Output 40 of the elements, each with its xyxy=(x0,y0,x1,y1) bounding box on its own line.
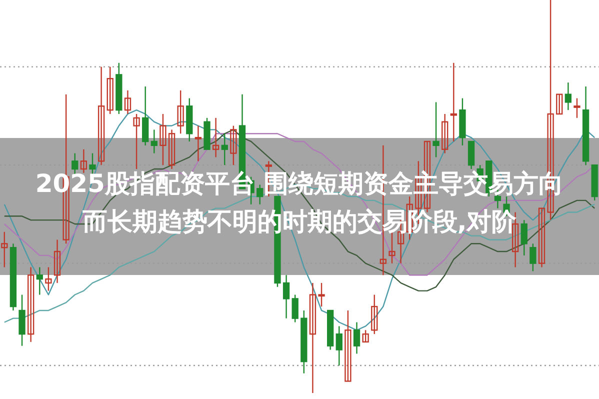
candlestick xyxy=(106,66,114,115)
candlestick xyxy=(230,125,237,166)
candlestick xyxy=(344,310,352,382)
candlestick xyxy=(168,129,176,170)
candlestick xyxy=(256,184,264,205)
candlestick xyxy=(318,282,325,308)
candlestick xyxy=(362,330,369,343)
candlestick xyxy=(36,266,43,296)
candlestick xyxy=(530,243,536,272)
candlestick xyxy=(564,82,572,111)
candlestick xyxy=(450,62,457,142)
candlestick xyxy=(150,129,158,154)
candlestick xyxy=(221,133,228,166)
candlestick xyxy=(371,294,378,335)
candlestick xyxy=(142,86,149,146)
candlestick xyxy=(98,66,105,166)
candlestick xyxy=(282,274,290,319)
candlestick xyxy=(45,266,52,292)
candlestick xyxy=(80,148,88,174)
candlestick xyxy=(442,113,448,154)
candlestick xyxy=(177,90,184,134)
candlestick xyxy=(556,94,563,115)
candlestick xyxy=(124,90,132,115)
candlestick xyxy=(520,219,528,256)
candlestick xyxy=(1,231,8,268)
candlestick xyxy=(160,113,166,166)
candlestick xyxy=(309,282,316,394)
candlestick xyxy=(133,113,140,170)
candlestick xyxy=(432,102,440,158)
candlestick xyxy=(28,266,34,343)
candlestick xyxy=(212,117,220,158)
candlestick xyxy=(353,322,360,354)
candlestick xyxy=(468,140,475,170)
candlestick xyxy=(292,294,298,323)
candlestick xyxy=(336,326,342,366)
candlestick xyxy=(54,239,61,284)
candlestick xyxy=(574,98,580,118)
candlestick xyxy=(18,294,26,346)
candlestick xyxy=(538,208,546,268)
candlestick xyxy=(194,125,202,162)
